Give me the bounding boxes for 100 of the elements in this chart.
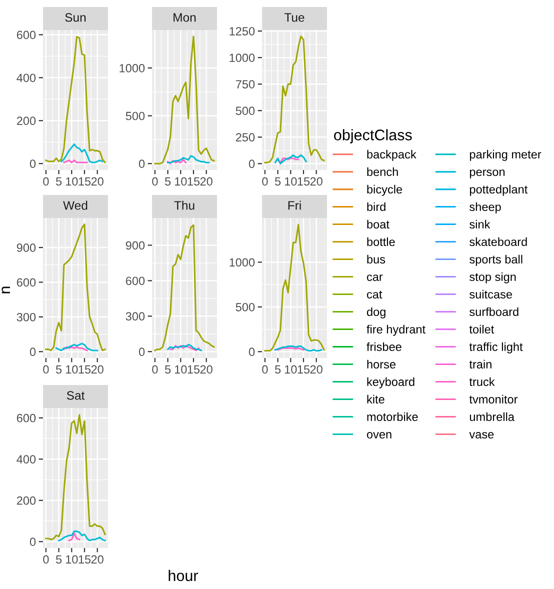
line-series [45,224,106,352]
legend-label: suitcase [470,290,512,299]
line-series [68,532,80,542]
x-tick-label: 20 [91,555,104,564]
x-tick-label: 5 [164,177,171,186]
y-tick-label: 500 [236,302,255,312]
legend-label: sheep [470,202,501,214]
line-series [45,36,106,164]
y-tick-label: 0 [248,160,255,168]
legend-label: car [366,274,383,282]
y-tick-label: 0 [138,160,145,168]
legend-label: bench [367,167,398,176]
x-tick-label: 0 [262,365,268,374]
x-tick-label: 20 [91,365,104,374]
y-tick-label: 400 [16,74,36,82]
legend-title: objectClass [334,129,412,144]
y-tick-label: 200 [16,116,36,126]
x-tick-label: 20 [310,177,322,186]
legend-label: horse [367,360,396,369]
y-tick-label: 0 [30,538,36,546]
legend-label: bird [367,202,386,212]
legend-label: person [470,170,505,178]
x-tick-label: 10 [284,365,297,374]
y-tick-label: 500 [126,112,145,120]
y-tick-label: 0 [248,348,255,356]
y-tick-label: 300 [126,312,145,321]
line-series [264,36,325,164]
line-series [154,224,215,352]
legend-label: pottedplant [470,184,528,196]
legend-label: sports ball [470,254,522,266]
x-tick-label: 15 [298,365,310,374]
legend-label: skateboard [470,237,527,246]
x-tick-label: 5 [56,365,62,374]
x-tick-label: 20 [200,365,212,374]
text: n [2,286,10,294]
y-tick-label: 1000 [120,64,145,72]
y-tick-label: 900 [126,241,145,250]
y-tick-label: 600 [16,414,36,422]
legend-label: fire hydrant [366,324,426,336]
line-series [55,342,98,352]
y-tick-label: 600 [126,276,145,286]
chart-title: Fri [288,200,301,210]
legend-label: umbrella [470,412,514,422]
y-tick-label: 0 [138,348,145,356]
legend-label: kite [367,394,384,404]
x-tick-label: 5 [56,177,62,186]
chart-title: Tue [284,13,304,22]
legend-label: traffic light [469,342,523,354]
legend-label: stop sign [470,272,516,284]
y-tick-label: 400 [16,455,36,464]
y-tick-label: 250 [236,133,255,142]
legend-label: truck [469,377,495,386]
x-tick-label: 10 [66,555,78,564]
x-tick-label: 5 [274,177,281,186]
y-tick-label: 1000 [230,258,255,267]
y-tick-label: 300 [16,312,36,322]
x-tick-label: 0 [262,177,268,186]
x-tick-label: 10 [174,177,187,186]
x-tick-label: 0 [152,177,158,186]
legend-label: oven [366,432,392,439]
chart-title: Thu [174,200,194,210]
line-series [264,224,325,352]
line-series [167,155,210,164]
line-series [58,530,106,542]
legend-label: bicycle [367,184,402,196]
x-tick-label: 10 [66,177,78,186]
legend-label: backpack [367,150,416,161]
legend-label: sink [470,220,490,229]
x-tick-label: 15 [78,177,91,186]
legend-label: toilet [469,324,494,334]
legend-label: motorbike [367,412,418,422]
x-tick-label: 0 [152,365,158,374]
y-tick-label: 1250 [230,27,255,36]
line-series [154,36,215,164]
y-tick-label: 900 [16,244,36,252]
x-tick-label: 5 [56,555,62,564]
legend-label: cat [366,290,382,299]
x-tick-label: 15 [78,555,91,564]
x-tick-label: 15 [188,365,200,374]
chart-title: Sat [66,391,85,400]
x-tick-label: 5 [164,365,171,374]
y-tick-label: 200 [16,496,36,505]
x-tick-label: 10 [66,365,78,374]
x-tick-label: 10 [174,365,187,374]
x-tick-label: 10 [284,177,297,186]
x-tick-label: 20 [310,365,322,374]
y-tick-label: 750 [236,80,255,88]
chart-title: Mon [174,13,196,22]
y-tick-label: 1000 [230,54,255,62]
x-tick-label: 15 [298,177,310,186]
y-tick-label: 500 [236,106,255,115]
legend-label: vase [469,432,494,439]
legend-label: dog [366,307,386,318]
legend-label: boat [367,220,390,229]
x-tick-label: 5 [274,365,281,374]
x-tick-label: 0 [43,555,49,564]
legend-label: bus [367,254,386,264]
x-tick-label: 0 [43,177,49,186]
line-series [274,154,307,164]
x-tick-label: 0 [43,365,49,374]
